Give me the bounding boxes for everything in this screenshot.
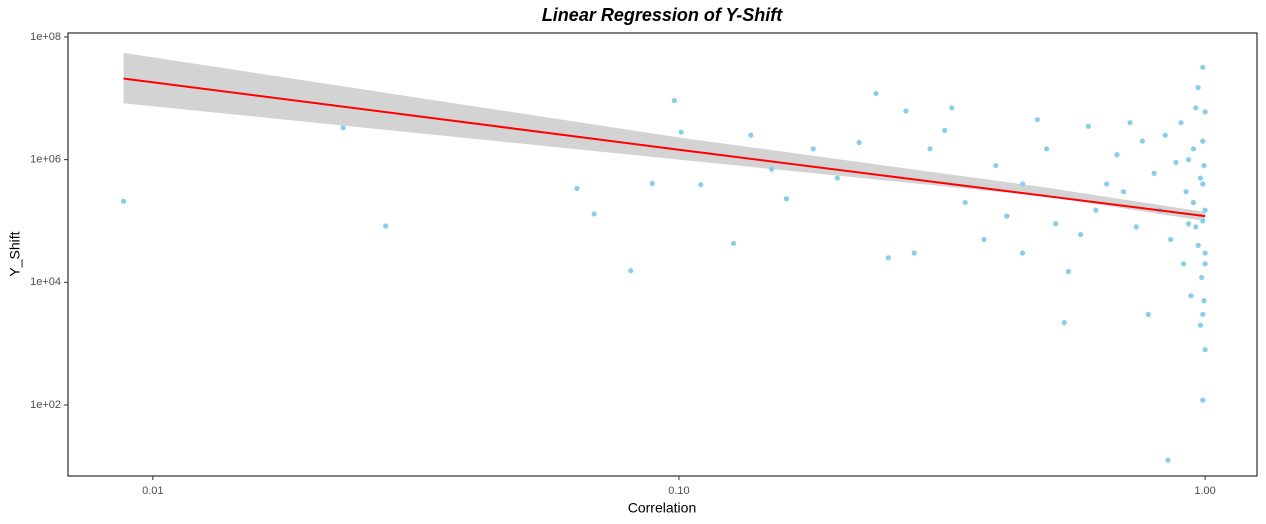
data-point bbox=[1133, 224, 1139, 230]
data-point bbox=[1020, 250, 1026, 256]
data-point bbox=[1078, 231, 1084, 238]
data-point bbox=[942, 127, 948, 133]
data-point bbox=[1044, 146, 1050, 152]
data-point bbox=[574, 185, 580, 191]
data-point bbox=[748, 132, 754, 138]
data-point bbox=[649, 180, 655, 186]
data-point bbox=[1200, 311, 1206, 317]
data-point bbox=[591, 211, 597, 217]
data-point bbox=[1151, 170, 1157, 176]
data-point bbox=[1183, 189, 1189, 195]
y-axis-title: Y_Shift bbox=[7, 231, 23, 276]
x-axis-title: Correlation bbox=[628, 500, 696, 516]
plot-border bbox=[67, 32, 1258, 477]
data-point bbox=[1195, 84, 1201, 91]
confidence-band bbox=[123, 52, 1206, 221]
data-point bbox=[1085, 123, 1091, 129]
chart-title: Linear Regression of Y-Shift bbox=[542, 5, 783, 25]
data-point bbox=[1061, 320, 1067, 326]
data-point bbox=[1185, 157, 1192, 163]
x-tick-label: 0.01 bbox=[142, 485, 163, 497]
data-point bbox=[1104, 181, 1110, 187]
data-point bbox=[340, 125, 346, 131]
data-point bbox=[730, 240, 737, 247]
data-point bbox=[911, 250, 917, 256]
data-point bbox=[885, 255, 891, 261]
data-point bbox=[1200, 138, 1206, 144]
data-point bbox=[1165, 457, 1171, 463]
data-point bbox=[1004, 213, 1010, 219]
x-tick-label: 0.10 bbox=[668, 485, 689, 497]
data-point bbox=[949, 105, 955, 111]
data-point bbox=[1093, 207, 1099, 213]
data-point bbox=[981, 236, 987, 243]
data-point bbox=[856, 139, 862, 146]
data-point bbox=[1200, 218, 1206, 224]
data-point bbox=[1202, 261, 1208, 267]
data-point bbox=[678, 129, 684, 135]
data-point bbox=[1020, 181, 1026, 187]
data-point bbox=[1034, 116, 1040, 123]
data-point bbox=[927, 146, 933, 152]
y-tick-label: 1e+06 bbox=[30, 154, 61, 166]
data-point bbox=[1202, 250, 1208, 256]
data-point bbox=[873, 90, 879, 97]
data-point bbox=[1197, 175, 1204, 181]
data-point bbox=[1168, 236, 1174, 243]
data-point bbox=[1173, 159, 1179, 166]
data-point bbox=[698, 182, 704, 188]
data-point bbox=[962, 199, 968, 206]
data-point bbox=[1114, 152, 1120, 158]
data-point bbox=[810, 146, 816, 152]
data-point bbox=[1127, 120, 1133, 126]
data-point bbox=[120, 198, 127, 204]
data-point bbox=[1190, 199, 1196, 206]
data-point bbox=[1200, 181, 1206, 187]
data-point bbox=[783, 196, 789, 202]
data-point bbox=[1145, 311, 1151, 317]
data-point bbox=[1193, 224, 1199, 230]
data-point bbox=[1195, 242, 1201, 248]
data-point bbox=[1185, 221, 1192, 227]
data-point bbox=[628, 268, 634, 274]
x-tick-label: 1.00 bbox=[1194, 485, 1215, 497]
data-point bbox=[1199, 274, 1205, 281]
y-tick-label: 1e+02 bbox=[30, 399, 61, 411]
data-point bbox=[1065, 268, 1072, 275]
data-point bbox=[834, 175, 840, 181]
data-point bbox=[1180, 261, 1187, 267]
data-point bbox=[768, 166, 775, 172]
y-tick-label: 1e+04 bbox=[30, 276, 61, 288]
data-point bbox=[1201, 298, 1207, 304]
data-point bbox=[1200, 397, 1206, 403]
data-point bbox=[1197, 322, 1204, 328]
data-point bbox=[1178, 120, 1184, 126]
data-point bbox=[1188, 293, 1194, 299]
data-point bbox=[383, 223, 389, 229]
data-point bbox=[1139, 138, 1145, 144]
data-point bbox=[1202, 207, 1208, 213]
data-point bbox=[1202, 346, 1208, 353]
data-point bbox=[1202, 109, 1208, 115]
fit-line bbox=[123, 77, 1206, 218]
data-point bbox=[1200, 64, 1206, 70]
data-point bbox=[1193, 105, 1199, 111]
data-point bbox=[993, 162, 999, 169]
data-point bbox=[671, 97, 677, 104]
data-point bbox=[1190, 146, 1196, 152]
data-point bbox=[1053, 221, 1059, 227]
data-point bbox=[903, 108, 909, 114]
y-tick-label: 1e+08 bbox=[30, 31, 61, 43]
data-point bbox=[1201, 162, 1207, 169]
data-point bbox=[1162, 132, 1168, 138]
data-point bbox=[1120, 189, 1127, 195]
